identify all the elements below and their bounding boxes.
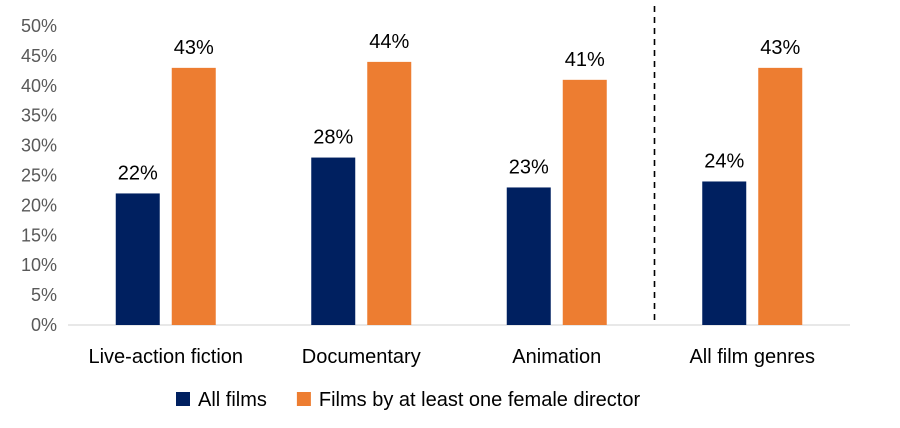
bar-female-director (758, 67, 803, 326)
data-label: 22% (118, 162, 158, 184)
category-label: Documentary (302, 346, 421, 368)
bar-all-films (702, 181, 747, 325)
data-label: 28% (313, 127, 353, 149)
data-label: 24% (704, 150, 744, 172)
y-tick-label: 40% (21, 76, 57, 96)
y-axis: 0% 5% 10% 15% 20% 25% 30% 35% 40% 45% 50% (21, 16, 57, 335)
bar-female-director (562, 79, 607, 325)
data-label: 23% (509, 156, 549, 178)
data-label: 41% (565, 49, 605, 71)
y-tick-label: 20% (21, 195, 57, 215)
y-tick-label: 10% (21, 255, 57, 275)
bar-all-films (506, 187, 551, 325)
bars (115, 61, 803, 326)
y-tick-label: 15% (21, 225, 57, 245)
bar-female-director (367, 61, 412, 325)
y-tick-label: 5% (31, 285, 57, 305)
data-label: 43% (174, 37, 214, 59)
category-label: Live-action fiction (88, 346, 243, 368)
legend-label: All films (198, 389, 267, 411)
legend-swatch (296, 392, 311, 406)
legend: All films Films by at least one female di… (176, 389, 640, 411)
bar-female-director (171, 67, 216, 326)
bar-all-films (311, 157, 356, 325)
data-labels: 22% 43% 28% 44% 23% 41% 24% 43% (118, 31, 801, 185)
y-tick-label: 50% (21, 16, 57, 36)
legend-label: Films by at least one female director (319, 389, 641, 411)
y-tick-label: 25% (21, 166, 57, 186)
category-label: All film genres (689, 346, 815, 368)
legend-swatch (176, 392, 190, 406)
y-tick-label: 45% (21, 46, 57, 66)
y-tick-label: 30% (21, 136, 57, 156)
bar-all-films (115, 193, 160, 325)
data-label: 44% (369, 31, 409, 53)
y-tick-label: 0% (31, 315, 57, 335)
category-label: Animation (512, 346, 601, 368)
y-tick-label: 35% (21, 106, 57, 126)
category-labels: Live-action fiction Documentary Animation A… (88, 346, 815, 368)
data-label: 43% (760, 37, 800, 59)
